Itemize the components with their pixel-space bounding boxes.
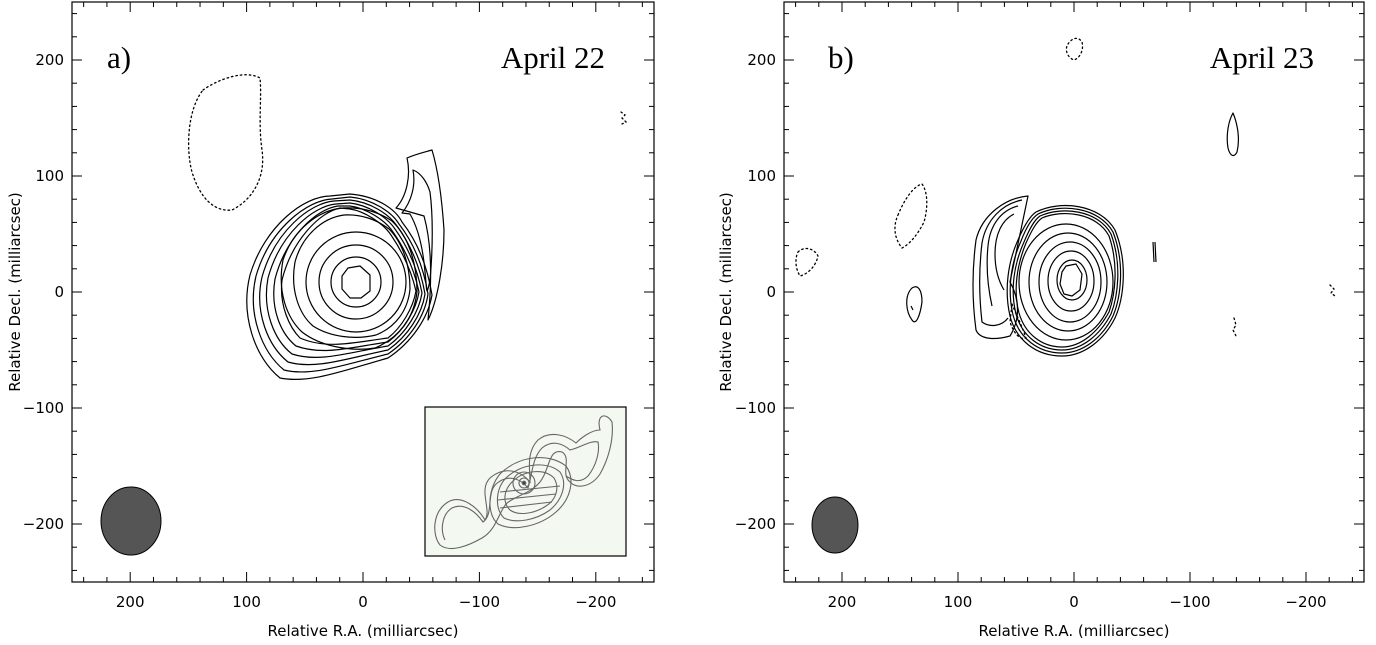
panel-b-negative-contours <box>795 37 1336 340</box>
panel-a-beam-ellipse <box>100 486 162 556</box>
contour-island <box>906 286 923 323</box>
contour-level <box>273 205 420 352</box>
contour-level <box>318 244 394 320</box>
contour-level <box>1038 241 1102 323</box>
contour-level <box>1018 223 1114 341</box>
x-tick-label: 100 <box>232 593 261 611</box>
panel-b-date-label: April 23 <box>1210 40 1314 75</box>
contour-level <box>1047 250 1095 312</box>
x-tick-label: −100 <box>459 593 500 611</box>
contour-level <box>1028 232 1108 332</box>
contour-negative <box>1065 37 1084 61</box>
contour-negative <box>188 74 264 211</box>
panel-a: 200 100 0 −100 −200 200 100 0 −100 −200 a) April… <box>6 1 655 640</box>
panel-a-negative-contours <box>188 74 628 211</box>
panel-a-inset <box>424 406 627 557</box>
contour-negative <box>795 247 819 277</box>
contour-level <box>280 207 417 345</box>
y-tick-label: 0 <box>766 283 776 301</box>
contour-level <box>280 207 418 350</box>
panel-b-x-axis-title: Relative R.A. (milliarcsec) <box>978 622 1169 640</box>
inset-contour <box>512 471 536 495</box>
panel-b-contours <box>906 112 1239 357</box>
panel-b-x-tick-labels: 200 100 0 −100 −200 <box>828 593 1327 611</box>
panel-b-ticks <box>784 2 1364 582</box>
contour-level <box>330 256 382 308</box>
panel-a-y-axis-title: Relative Decl. (milliarcsec) <box>6 192 24 392</box>
contour-level <box>305 231 407 333</box>
contour-level <box>994 213 1015 291</box>
contour-jet-inner <box>401 169 433 292</box>
contour-island <box>1152 241 1157 263</box>
x-tick-label: 200 <box>116 593 145 611</box>
panel-b-y-tick-labels: 200 100 0 −100 −200 <box>735 51 776 533</box>
contour-level <box>986 205 1019 307</box>
contour-negative <box>1329 284 1336 297</box>
inset-contour <box>497 485 561 509</box>
inset-contour <box>496 464 565 522</box>
y-tick-label: 200 <box>747 51 776 69</box>
contour-peak <box>1059 263 1083 297</box>
x-tick-label: 0 <box>1069 593 1079 611</box>
x-tick-label: −200 <box>575 593 616 611</box>
panel-a-label: a) <box>107 40 131 75</box>
contour-level <box>293 214 411 338</box>
contour-level <box>252 196 429 373</box>
contour-level <box>1012 210 1119 351</box>
contour-negative <box>620 111 628 125</box>
inset-contours <box>434 415 613 549</box>
panel-b-frame <box>783 1 1365 583</box>
x-tick-label: 200 <box>828 593 857 611</box>
contour-negative <box>1009 303 1027 340</box>
contour-level <box>1009 207 1122 354</box>
panel-a-x-axis-title: Relative R.A. (milliarcsec) <box>267 622 458 640</box>
x-tick-label: −100 <box>1169 593 1210 611</box>
panel-b-label: b) <box>828 40 854 75</box>
contour-level <box>1006 205 1124 357</box>
panel-a-ticks <box>72 2 654 582</box>
contour-jet-outer <box>395 149 445 321</box>
inset-contour <box>441 441 600 541</box>
panel-b: 200 100 0 −100 −200 200 100 0 −100 −200 b) April… <box>717 1 1365 640</box>
y-tick-label: 0 <box>54 283 64 301</box>
contour-level <box>246 193 433 381</box>
y-tick-label: −100 <box>735 399 776 417</box>
y-tick-label: −200 <box>735 515 776 533</box>
contour-negative <box>1232 317 1237 337</box>
contour-level <box>1056 259 1088 301</box>
contour-level <box>979 199 1023 327</box>
panel-a-x-tick-labels: 200 100 0 −100 −200 <box>116 593 617 611</box>
contour-island <box>1226 112 1239 157</box>
x-tick-label: 0 <box>358 593 368 611</box>
panel-b-y-axis-title: Relative Decl. (milliarcsec) <box>717 192 735 392</box>
contour-level <box>265 202 423 358</box>
y-tick-label: 100 <box>747 167 776 185</box>
contour-peak <box>341 265 371 299</box>
inset-contour <box>518 477 530 489</box>
panel-b-beam-ellipse <box>811 496 859 554</box>
inset-contour <box>434 415 613 549</box>
contour-negative <box>894 183 928 249</box>
y-tick-label: 200 <box>35 51 64 69</box>
contour-level <box>972 195 1029 340</box>
x-tick-label: −200 <box>1285 593 1326 611</box>
x-tick-label: 100 <box>944 593 973 611</box>
y-tick-label: 100 <box>35 167 64 185</box>
panel-a-contours <box>246 149 445 381</box>
panel-a-date-label: April 22 <box>501 40 605 75</box>
contour-island <box>910 305 914 311</box>
contour-level <box>1015 212 1116 348</box>
panel-a-y-tick-labels: 200 100 0 −100 −200 <box>23 51 64 533</box>
inset-peak <box>521 480 527 486</box>
inset-contour <box>489 457 572 529</box>
inset-contour <box>504 471 558 515</box>
y-tick-label: −100 <box>23 399 64 417</box>
y-tick-label: −200 <box>23 515 64 533</box>
